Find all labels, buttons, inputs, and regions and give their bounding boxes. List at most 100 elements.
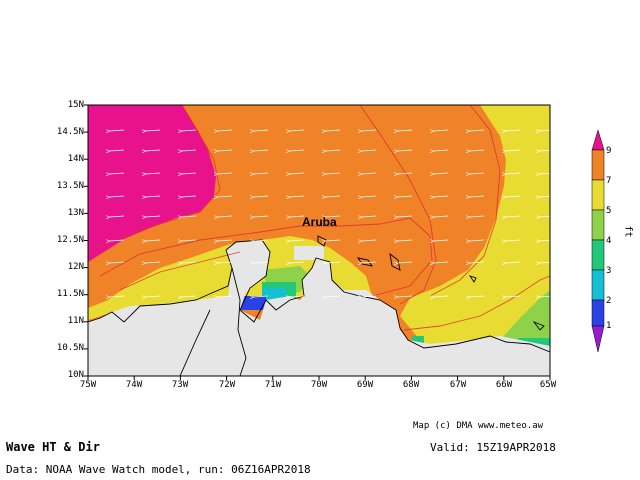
wave-arrow	[254, 240, 269, 241]
wave-arrow	[110, 240, 125, 241]
wave-arrow	[218, 173, 233, 174]
wave-arrow	[182, 150, 197, 151]
wave-arrow	[254, 216, 269, 217]
lon-label: 65W	[539, 380, 557, 390]
wave-arrow	[146, 196, 161, 197]
wave-arrow	[110, 173, 125, 174]
wave-arrow	[398, 130, 413, 131]
wave-arrow	[434, 196, 449, 197]
wave-arrow	[254, 173, 269, 174]
wave-arrow	[146, 173, 161, 174]
wave-arrow	[326, 173, 341, 174]
wave-arrow	[506, 130, 521, 131]
wave-arrow	[218, 130, 233, 131]
wave-arrow	[398, 173, 413, 174]
lon-label: 68W	[402, 380, 420, 390]
wave-arrow	[540, 240, 550, 241]
wave-arrow	[470, 130, 485, 131]
colorbar-unit: ft	[622, 225, 634, 238]
lat-label: 11.5N	[56, 289, 84, 299]
wave-arrow	[470, 262, 485, 263]
wave-arrow	[362, 216, 377, 217]
wave-arrow	[254, 262, 269, 263]
wave-arrow	[182, 262, 197, 263]
wave-arrow	[362, 296, 377, 297]
colorbar-label: 4	[606, 236, 612, 246]
wave-arrow	[470, 173, 485, 174]
wave-arrow	[470, 296, 485, 297]
wave-arrow	[182, 240, 197, 241]
wave-arrow	[146, 150, 161, 151]
wave-arrow	[290, 196, 305, 197]
lat-label: 12.5N	[56, 235, 84, 245]
wave-arrow	[254, 296, 269, 297]
wave-arrow	[398, 196, 413, 197]
wave-arrow	[290, 173, 305, 174]
colorbar-label: 3	[606, 266, 612, 276]
wave-arrow	[218, 296, 233, 297]
wave-arrow	[470, 196, 485, 197]
wave-arrow	[110, 296, 125, 297]
wave-arrow	[434, 150, 449, 151]
wave-arrow	[362, 240, 377, 241]
yellow-zone-east	[400, 105, 550, 376]
lon-label: 67W	[449, 380, 467, 390]
wave-arrow	[506, 240, 521, 241]
magenta-zone	[88, 105, 216, 262]
colorbar-label: 1	[606, 321, 612, 331]
wave-arrow	[254, 130, 269, 131]
wave-arrow	[398, 296, 413, 297]
land-south-america	[88, 240, 550, 376]
wave-arrow	[362, 262, 377, 263]
lon-label: 74W	[125, 380, 143, 390]
lat-label: 14N	[67, 154, 84, 164]
wave-arrow	[506, 150, 521, 151]
wave-arrow	[326, 296, 341, 297]
wave-arrow	[540, 216, 550, 217]
wave-arrow	[290, 262, 305, 263]
lon-label: 71W	[264, 380, 282, 390]
wave-arrow	[326, 196, 341, 197]
aruba-label: Aruba	[302, 215, 337, 229]
wave-arrow	[146, 262, 161, 263]
wave-arrow	[470, 150, 485, 151]
wave-arrow	[146, 216, 161, 217]
wave-arrow	[326, 262, 341, 263]
wave-arrow	[540, 173, 550, 174]
wave-arrow	[110, 130, 125, 131]
wave-arrow	[146, 296, 161, 297]
wave-arrow	[362, 150, 377, 151]
wave-arrow	[540, 130, 550, 131]
wave-arrow	[254, 150, 269, 151]
wave-arrow	[326, 240, 341, 241]
wave-arrow	[326, 130, 341, 131]
wave-arrow	[182, 296, 197, 297]
wave-arrow	[326, 216, 341, 217]
wave-arrow	[218, 196, 233, 197]
lat-label: 12N	[67, 262, 84, 272]
lat-label: 10N	[67, 370, 84, 380]
wave-arrow	[470, 216, 485, 217]
chart-title: Wave HT & Dir	[6, 440, 100, 454]
wave-arrow	[362, 130, 377, 131]
wave-arrow	[470, 240, 485, 241]
wave-arrow	[506, 196, 521, 197]
wave-arrow	[182, 216, 197, 217]
map-credit: Map (c) DMA www.meteo.aw	[413, 421, 544, 431]
wave-arrow	[434, 130, 449, 131]
wave-arrow	[290, 130, 305, 131]
wave-arrow	[540, 262, 550, 263]
wave-arrow	[326, 150, 341, 151]
wave-arrow	[398, 240, 413, 241]
wave-arrow	[506, 262, 521, 263]
valid-time: Valid: 15Z19APR2018	[430, 441, 556, 454]
wave-arrow	[218, 240, 233, 241]
lat-label: 10.5N	[56, 343, 84, 353]
wave-arrow	[254, 196, 269, 197]
wave-arrow	[362, 196, 377, 197]
wave-arrow	[540, 196, 550, 197]
colorbar-label: 7	[606, 176, 612, 186]
wave-arrow	[434, 216, 449, 217]
wave-arrow	[290, 150, 305, 151]
